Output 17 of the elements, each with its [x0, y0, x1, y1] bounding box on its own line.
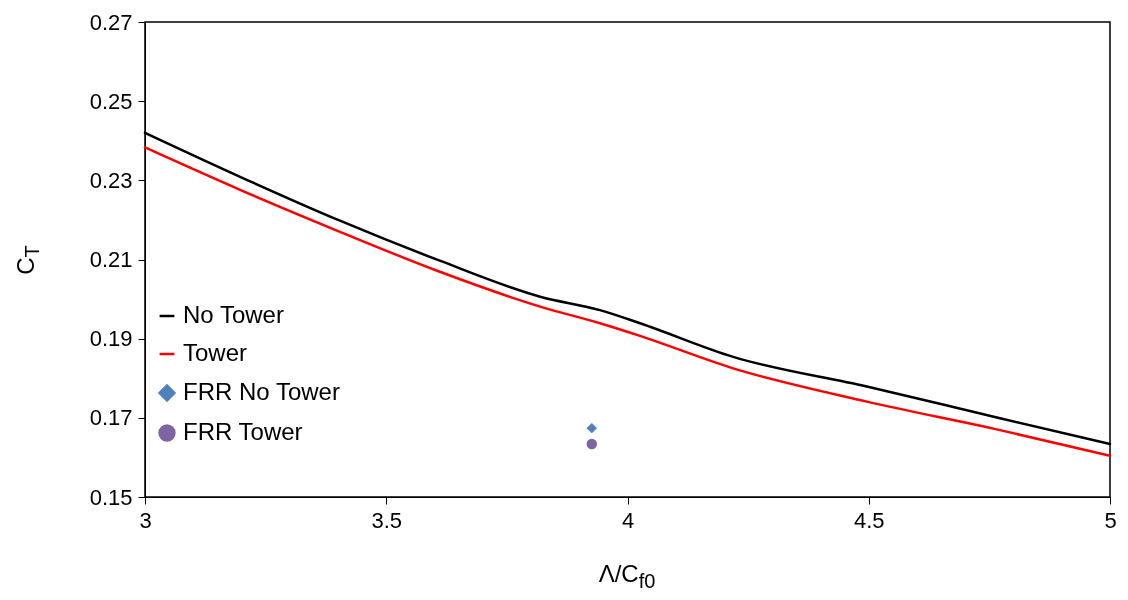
- x-tick-label: 3.5: [371, 507, 403, 533]
- y-tick-label: 0.23: [89, 167, 133, 193]
- y-tick-label: 0.27: [89, 9, 133, 35]
- legend-label: No Tower: [183, 301, 284, 328]
- x-axis-title: Λ/C$_{f0}$: [598, 560, 656, 593]
- y-tick-label: 0.15: [89, 484, 133, 510]
- y-tick-label: 0.25: [89, 88, 133, 114]
- y-tick-label: 0.21: [89, 247, 133, 272]
- legend-label: FRR No Tower: [183, 378, 340, 405]
- legend-label: FRR Tower: [183, 418, 303, 445]
- x-tick-label: 4.5: [853, 507, 885, 533]
- x-tick-label: 4: [621, 507, 635, 533]
- y-tick-label: 0.17: [89, 405, 133, 431]
- legend-label: Tower: [183, 339, 248, 366]
- y-tick-label: 0.19: [89, 326, 133, 352]
- x-tick-label: 5: [1104, 507, 1117, 533]
- x-tick-label: 3: [139, 507, 152, 533]
